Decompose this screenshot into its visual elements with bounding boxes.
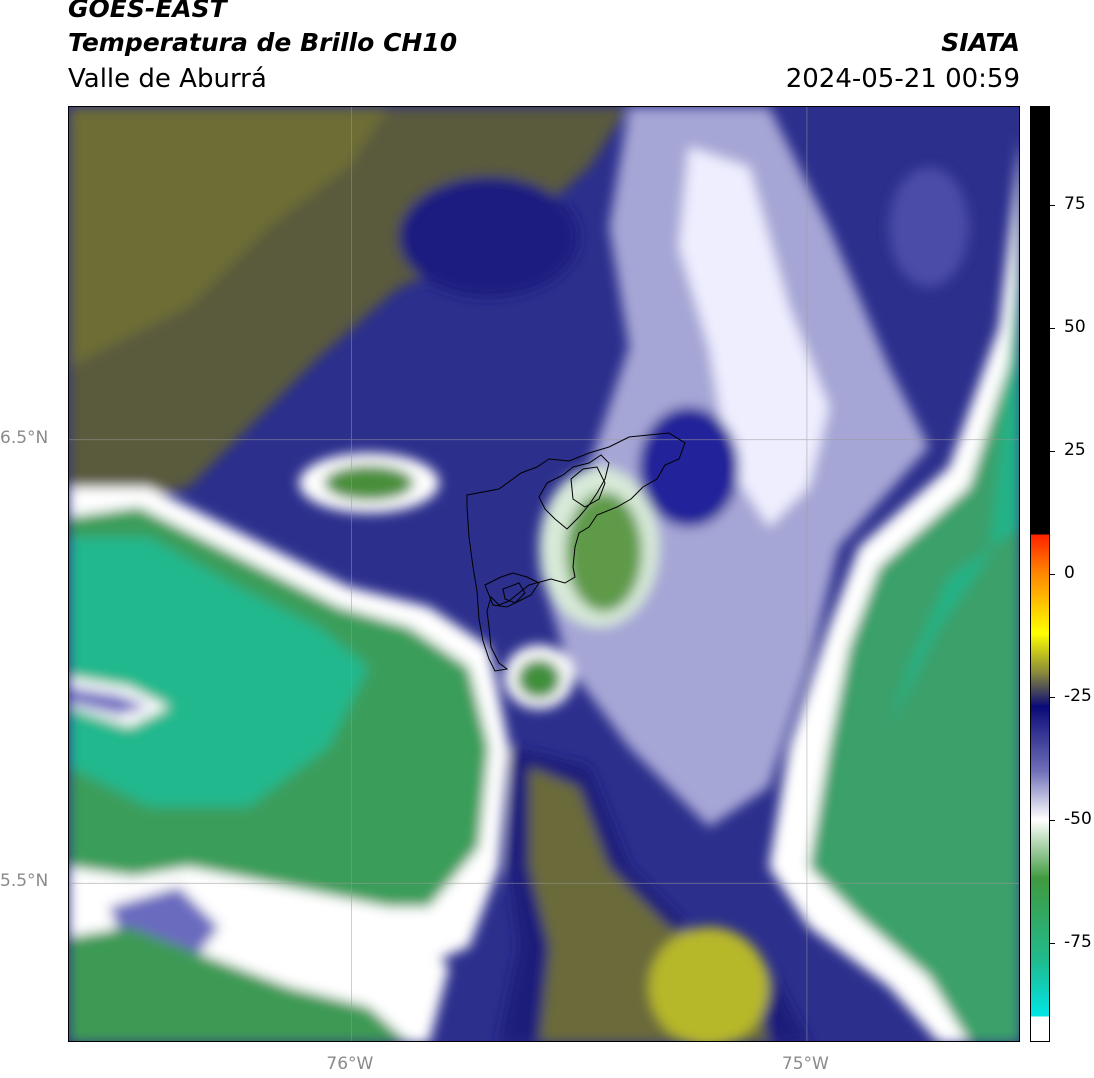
region-subtitle: Valle de Aburrá xyxy=(68,64,267,94)
colorbar-tick-mark xyxy=(1050,697,1055,699)
clear-cell-green-3 xyxy=(517,659,561,699)
datetime-label: 2024-05-21 00:59 xyxy=(785,64,1020,94)
colorbar-tick-label: -25 xyxy=(1064,686,1092,707)
colorbar-tick-label: -50 xyxy=(1064,809,1092,830)
satellite-title: GOES-EAST xyxy=(68,0,227,23)
colorbar-tick-mark xyxy=(1050,327,1055,329)
colorbar xyxy=(1030,106,1050,1042)
satellite-map[interactable] xyxy=(68,106,1020,1042)
colorbar-tick-label: -75 xyxy=(1064,932,1092,953)
cloud-cell-blue-ne xyxy=(889,167,969,287)
cloud-band-white-core xyxy=(679,147,829,527)
colorbar-tick-mark xyxy=(1050,574,1055,575)
brand-label: SIATA xyxy=(941,28,1020,57)
lon-tick-label-75w: 75°W xyxy=(781,1054,829,1074)
colorbar-tick-mark xyxy=(1050,943,1055,945)
cloud-cell-navy-2 xyxy=(639,407,739,527)
cloud-region-olive-nw-core xyxy=(69,107,389,367)
clear-region-green-east xyxy=(809,218,1019,1041)
colorbar-tick-label: 0 xyxy=(1064,563,1075,583)
colorbar-tick-mark xyxy=(1050,820,1055,822)
lat-tick-label-6-5: 6.5°N xyxy=(0,427,49,448)
colorbar-tick-label: 50 xyxy=(1064,316,1086,337)
product-title: Temperatura de Brillo CH10 xyxy=(68,28,458,57)
clear-region-green-sw xyxy=(69,927,407,1041)
clear-region-teal-west xyxy=(69,537,369,807)
lon-tick-label-76w: 76°W xyxy=(326,1054,374,1074)
clear-cell-green-1 xyxy=(324,465,414,501)
municipal-boundaries xyxy=(466,432,686,672)
cloud-streak-blue-west xyxy=(69,687,149,715)
map-canvas xyxy=(69,107,1019,1041)
cloud-cell-navy-1 xyxy=(399,177,579,297)
colorbar-tick-label: 25 xyxy=(1064,439,1086,460)
cloud-region-yellow-south xyxy=(649,927,769,1041)
clear-cell-green-2 xyxy=(566,492,642,612)
colorbar-tick-mark xyxy=(1050,204,1055,206)
lat-tick-label-5-5: 5.5°N xyxy=(0,871,49,892)
colorbar-tick-mark xyxy=(1050,450,1055,452)
map-gridlines xyxy=(69,107,1019,1041)
colorbar-tick-label: 75 xyxy=(1064,193,1086,214)
